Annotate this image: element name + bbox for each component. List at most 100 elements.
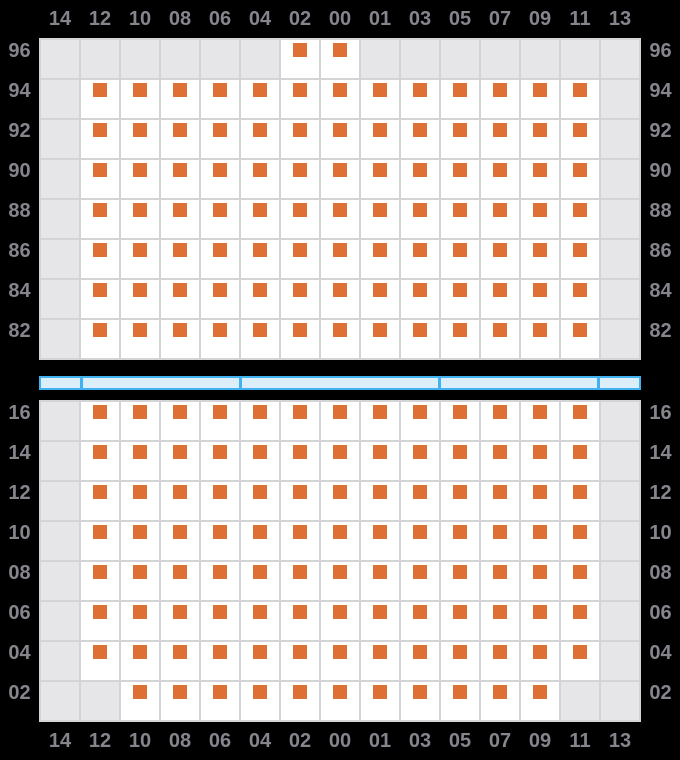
- grid-cell-marked[interactable]: [321, 280, 359, 318]
- grid-cell-marked[interactable]: [441, 602, 479, 640]
- grid-cell-marked[interactable]: [201, 442, 239, 480]
- grid-cell-marked[interactable]: [321, 320, 359, 358]
- grid-cell-marked[interactable]: [121, 562, 159, 600]
- grid-cell-marked[interactable]: [481, 442, 519, 480]
- grid-cell-marked[interactable]: [321, 482, 359, 520]
- grid-cell-marked[interactable]: [361, 402, 399, 440]
- grid-cell-marked[interactable]: [121, 240, 159, 278]
- grid-cell-marked[interactable]: [281, 402, 319, 440]
- grid-cell-marked[interactable]: [281, 280, 319, 318]
- grid-cell-marked[interactable]: [81, 80, 119, 118]
- grid-cell-marked[interactable]: [281, 240, 319, 278]
- grid-cell-marked[interactable]: [521, 562, 559, 600]
- grid-cell-marked[interactable]: [401, 280, 439, 318]
- grid-cell-marked[interactable]: [361, 120, 399, 158]
- grid-cell-marked[interactable]: [281, 522, 319, 560]
- grid-cell-marked[interactable]: [281, 482, 319, 520]
- grid-cell-marked[interactable]: [561, 602, 599, 640]
- grid-cell-marked[interactable]: [361, 602, 399, 640]
- grid-cell-marked[interactable]: [281, 562, 319, 600]
- grid-cell-marked[interactable]: [481, 682, 519, 720]
- grid-cell-marked[interactable]: [441, 280, 479, 318]
- grid-cell-marked[interactable]: [201, 200, 239, 238]
- grid-cell-marked[interactable]: [121, 442, 159, 480]
- grid-cell-marked[interactable]: [561, 402, 599, 440]
- grid-cell-marked[interactable]: [241, 562, 279, 600]
- grid-cell-marked[interactable]: [161, 280, 199, 318]
- grid-cell-marked[interactable]: [401, 642, 439, 680]
- grid-cell-marked[interactable]: [121, 320, 159, 358]
- grid-cell-marked[interactable]: [281, 642, 319, 680]
- scrollbar-segment[interactable]: [80, 378, 240, 388]
- grid-cell-marked[interactable]: [161, 522, 199, 560]
- grid-cell-marked[interactable]: [81, 280, 119, 318]
- grid-cell-marked[interactable]: [201, 402, 239, 440]
- grid-cell-marked[interactable]: [561, 80, 599, 118]
- grid-cell-marked[interactable]: [121, 642, 159, 680]
- grid-cell-marked[interactable]: [361, 280, 399, 318]
- grid-cell-marked[interactable]: [161, 602, 199, 640]
- grid-cell-marked[interactable]: [81, 320, 119, 358]
- grid-cell-marked[interactable]: [321, 80, 359, 118]
- grid-cell-marked[interactable]: [161, 120, 199, 158]
- grid-cell-marked[interactable]: [561, 642, 599, 680]
- grid-cell-marked[interactable]: [121, 200, 159, 238]
- grid-cell-marked[interactable]: [521, 482, 559, 520]
- grid-cell-marked[interactable]: [321, 602, 359, 640]
- grid-cell-marked[interactable]: [521, 200, 559, 238]
- grid-cell-marked[interactable]: [401, 562, 439, 600]
- grid-cell-marked[interactable]: [321, 562, 359, 600]
- grid-cell-marked[interactable]: [281, 200, 319, 238]
- grid-cell-marked[interactable]: [241, 482, 279, 520]
- grid-cell-marked[interactable]: [121, 602, 159, 640]
- grid-cell-marked[interactable]: [281, 442, 319, 480]
- grid-cell-marked[interactable]: [481, 240, 519, 278]
- grid-cell-marked[interactable]: [81, 160, 119, 198]
- grid-cell-marked[interactable]: [321, 682, 359, 720]
- grid-cell-marked[interactable]: [481, 402, 519, 440]
- scrollbar-segment[interactable]: [239, 378, 438, 388]
- grid-cell-marked[interactable]: [561, 562, 599, 600]
- grid-cell-marked[interactable]: [321, 642, 359, 680]
- grid-cell-marked[interactable]: [321, 522, 359, 560]
- grid-cell-marked[interactable]: [561, 442, 599, 480]
- grid-cell-marked[interactable]: [201, 120, 239, 158]
- grid-cell-marked[interactable]: [361, 562, 399, 600]
- grid-cell-marked[interactable]: [521, 522, 559, 560]
- grid-cell-marked[interactable]: [81, 602, 119, 640]
- grid-cell-marked[interactable]: [241, 320, 279, 358]
- grid-cell-marked[interactable]: [121, 522, 159, 560]
- grid-cell-marked[interactable]: [521, 160, 559, 198]
- grid-cell-marked[interactable]: [481, 80, 519, 118]
- grid-cell-marked[interactable]: [521, 240, 559, 278]
- grid-cell-marked[interactable]: [161, 642, 199, 680]
- grid-cell-marked[interactable]: [361, 200, 399, 238]
- grid-cell-marked[interactable]: [241, 280, 279, 318]
- grid-cell-marked[interactable]: [481, 642, 519, 680]
- grid-cell-marked[interactable]: [441, 482, 479, 520]
- grid-cell-marked[interactable]: [161, 80, 199, 118]
- grid-cell-marked[interactable]: [81, 562, 119, 600]
- grid-cell-marked[interactable]: [201, 482, 239, 520]
- grid-cell-marked[interactable]: [561, 160, 599, 198]
- scrollbar-right-cap[interactable]: [596, 378, 639, 388]
- grid-cell-marked[interactable]: [161, 240, 199, 278]
- grid-cell-marked[interactable]: [161, 320, 199, 358]
- grid-cell-marked[interactable]: [321, 200, 359, 238]
- grid-cell-marked[interactable]: [121, 280, 159, 318]
- grid-cell-marked[interactable]: [241, 522, 279, 560]
- grid-cell-marked[interactable]: [81, 120, 119, 158]
- grid-cell-marked[interactable]: [201, 602, 239, 640]
- grid-cell-marked[interactable]: [241, 120, 279, 158]
- grid-cell-marked[interactable]: [561, 522, 599, 560]
- grid-cell-marked[interactable]: [521, 80, 559, 118]
- grid-cell-marked[interactable]: [401, 482, 439, 520]
- grid-cell-marked[interactable]: [361, 320, 399, 358]
- grid-cell-marked[interactable]: [521, 320, 559, 358]
- grid-cell-marked[interactable]: [361, 80, 399, 118]
- grid-cell-marked[interactable]: [441, 120, 479, 158]
- grid-cell-marked[interactable]: [121, 682, 159, 720]
- grid-cell-marked[interactable]: [321, 442, 359, 480]
- grid-cell-marked[interactable]: [201, 240, 239, 278]
- grid-cell-marked[interactable]: [241, 442, 279, 480]
